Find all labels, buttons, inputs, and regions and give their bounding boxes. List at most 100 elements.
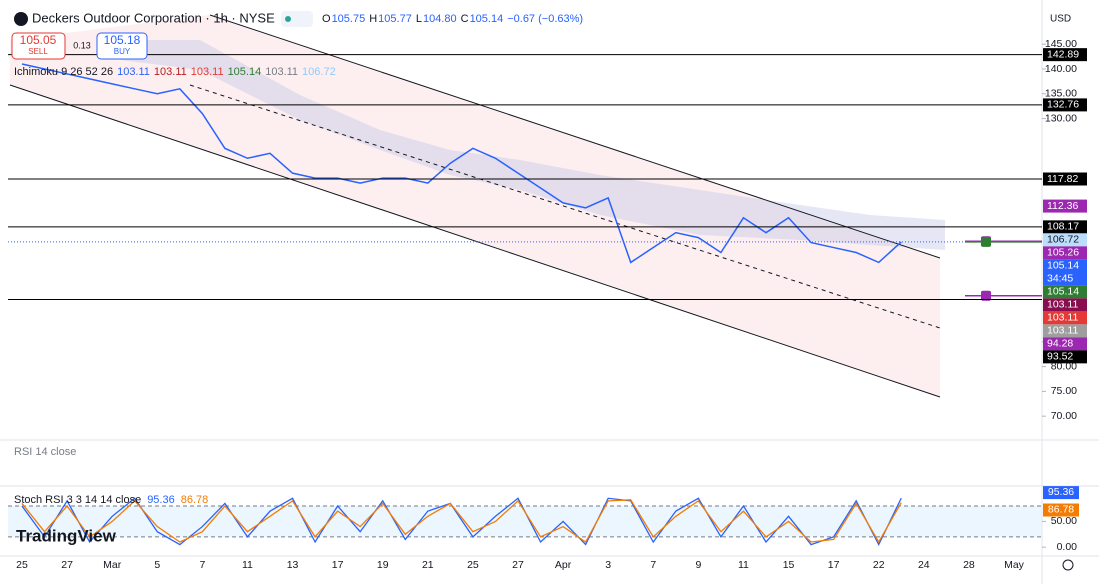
ichimoku-value: 106.72 xyxy=(302,66,336,78)
price-badge xyxy=(1043,324,1087,338)
x-tick-label: 28 xyxy=(963,559,975,571)
status-pill xyxy=(281,11,313,27)
sell-label: SELL xyxy=(28,47,48,56)
price-badge xyxy=(1043,298,1087,312)
alert-icon xyxy=(981,236,991,247)
currency: USD xyxy=(1050,14,1071,25)
price-badge-label: 103.11 xyxy=(1047,299,1078,311)
x-tick-label: 24 xyxy=(918,559,930,571)
price-badge xyxy=(1043,259,1087,286)
ichimoku-value: 103.11 xyxy=(154,66,187,78)
price-badge xyxy=(1043,172,1087,186)
ohlc-key: H xyxy=(369,13,377,25)
ohlc-key: C xyxy=(461,13,469,25)
ichimoku-title: Ichimoku 9 26 52 26 xyxy=(14,66,113,78)
last-value-badge xyxy=(1043,503,1079,517)
channel-fill xyxy=(10,15,940,397)
last-value-label: 86.78 xyxy=(1048,503,1074,515)
ohlc-value: 105.77 xyxy=(378,13,412,25)
symbol-title: Deckers Outdoor Corporation · 1h · NYSE xyxy=(32,10,275,25)
ichimoku-value: 105.14 xyxy=(228,66,262,78)
x-tick-label: 15 xyxy=(783,559,795,571)
price-badge-label: 94.28 xyxy=(1047,338,1073,350)
price-badge xyxy=(1043,350,1087,364)
price-badge xyxy=(1043,199,1087,213)
price-badge-label: 132.76 xyxy=(1047,99,1079,111)
price-badge xyxy=(1043,220,1087,234)
x-tick-label: 21 xyxy=(422,559,434,571)
last-value-badge xyxy=(1043,486,1079,500)
price-badge xyxy=(1043,337,1087,351)
y-tick-label: 75.00 xyxy=(1051,385,1077,397)
x-tick-label: 27 xyxy=(512,559,524,571)
y-tick-label: 50.00 xyxy=(1051,515,1077,527)
series-line xyxy=(21,499,902,544)
price-badge-label: 105.14 xyxy=(1047,286,1079,298)
y-tick-label: 70.00 xyxy=(1051,410,1077,422)
x-tick-label: 17 xyxy=(828,559,840,571)
ichimoku-value: 103.11 xyxy=(265,66,298,78)
ichimoku-value: 103.11 xyxy=(191,66,224,78)
x-tick-label: 27 xyxy=(61,559,73,571)
buy-label: BUY xyxy=(114,47,131,56)
y-tick-label: 80.00 xyxy=(1051,360,1077,372)
price-badge-label: 108.17 xyxy=(1047,221,1079,233)
price-badge-label: 105.14 xyxy=(1047,260,1079,272)
spread: 0.13 xyxy=(73,40,91,50)
ohlc-value: 105.75 xyxy=(332,13,366,25)
price-badge xyxy=(1043,311,1087,325)
buy-button[interactable] xyxy=(96,32,148,60)
ichimoku-value: 103.11 xyxy=(117,66,150,78)
price-badge-label: 103.11 xyxy=(1047,325,1078,337)
symbol-logo xyxy=(14,12,28,26)
price-badge-label: 105.26 xyxy=(1047,247,1079,259)
ichimoku-cloud xyxy=(120,40,945,250)
ohlc-key: O xyxy=(322,13,331,25)
ichimoku-legend: Ichimoku 9 26 52 26 103.11 103.11 103.11 105… xyxy=(14,66,336,78)
price-badge-label: 106.72 xyxy=(1047,234,1079,246)
x-tick-label: 11 xyxy=(738,559,749,571)
x-tick-label: 7 xyxy=(650,559,656,571)
y-tick-label: 130.00 xyxy=(1045,112,1077,124)
sell-button[interactable] xyxy=(11,32,66,60)
price-badge-label: 112.36 xyxy=(1047,200,1078,212)
x-tick-label: 22 xyxy=(873,559,885,571)
price-badge-label: 93.52 xyxy=(1047,351,1073,363)
stoch-k-value: 95.36 xyxy=(147,494,175,506)
x-tick-label: 9 xyxy=(695,559,701,571)
settings-icon[interactable] xyxy=(1062,559,1074,571)
stoch-title: Stoch RSI 3 3 14 14 close xyxy=(14,494,141,506)
x-tick-label: 25 xyxy=(467,559,479,571)
price-badge-label: 103.11 xyxy=(1047,312,1078,324)
channel-mid xyxy=(189,84,941,329)
stoch-d-value: 86.78 xyxy=(181,494,209,506)
brand: TradingView xyxy=(16,526,117,545)
price-badge-label: 142.89 xyxy=(1047,48,1079,60)
x-tick-label: 3 xyxy=(605,559,611,571)
alert-icon xyxy=(981,290,991,301)
sell-price: 105.05 xyxy=(20,33,57,47)
x-tick-label: May xyxy=(1004,559,1025,571)
channel-upper xyxy=(209,14,941,259)
y-tick-label: 140.00 xyxy=(1045,63,1077,75)
y-tick-label: 0.00 xyxy=(1057,541,1078,553)
price-badge xyxy=(1043,285,1087,299)
ohlc: O 105.75 H 105.77 L 104.80 C 105.14 −0.67 (−0.63… xyxy=(322,13,583,25)
ohlc-value: 105.14 xyxy=(470,13,504,25)
rsi-label: RSI 14 close xyxy=(14,446,76,458)
y-tick-label: 145.00 xyxy=(1045,38,1077,50)
currency-button[interactable] xyxy=(1046,10,1078,28)
change: −0.67 (−0.63%) xyxy=(507,13,583,25)
last-value-label: 95.36 xyxy=(1048,486,1074,498)
x-tick-label: Apr xyxy=(555,559,572,571)
price-badge xyxy=(1043,233,1087,247)
ohlc-value: 104.80 xyxy=(423,13,457,25)
market-status xyxy=(285,16,291,22)
y-tick-label: 135.00 xyxy=(1045,88,1077,100)
price-badge xyxy=(1043,48,1087,62)
price-line xyxy=(21,63,902,264)
x-tick-label: 11 xyxy=(242,559,253,571)
x-tick-label: 7 xyxy=(199,559,205,571)
ohlc-key: L xyxy=(416,13,422,25)
